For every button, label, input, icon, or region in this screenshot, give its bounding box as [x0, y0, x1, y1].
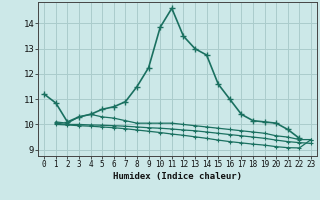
X-axis label: Humidex (Indice chaleur): Humidex (Indice chaleur) — [113, 172, 242, 181]
